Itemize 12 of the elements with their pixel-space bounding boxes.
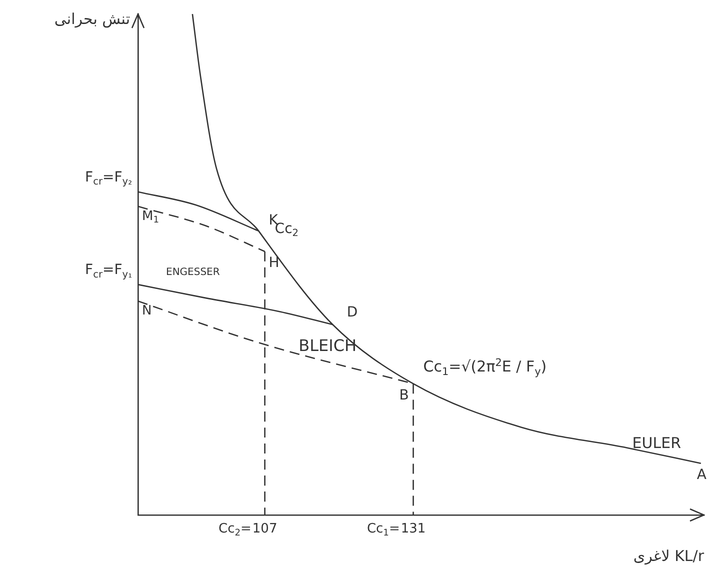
series-label: ENGESSER: [166, 267, 220, 278]
y-axis-title: تنش بحرانی: [54, 10, 130, 28]
series-label: BLEICH: [298, 336, 357, 355]
series-label: EULER: [632, 434, 682, 452]
annotation: H: [268, 255, 280, 272]
x-tick-label: 131: [400, 521, 426, 536]
annotation: A: [696, 467, 707, 484]
annotation: N: [142, 303, 152, 318]
annotation: B: [399, 387, 409, 404]
x-tick-label: 107: [252, 521, 278, 536]
x-axis-title: لاغری KL/r: [633, 546, 705, 565]
annotation: D: [346, 304, 358, 320]
